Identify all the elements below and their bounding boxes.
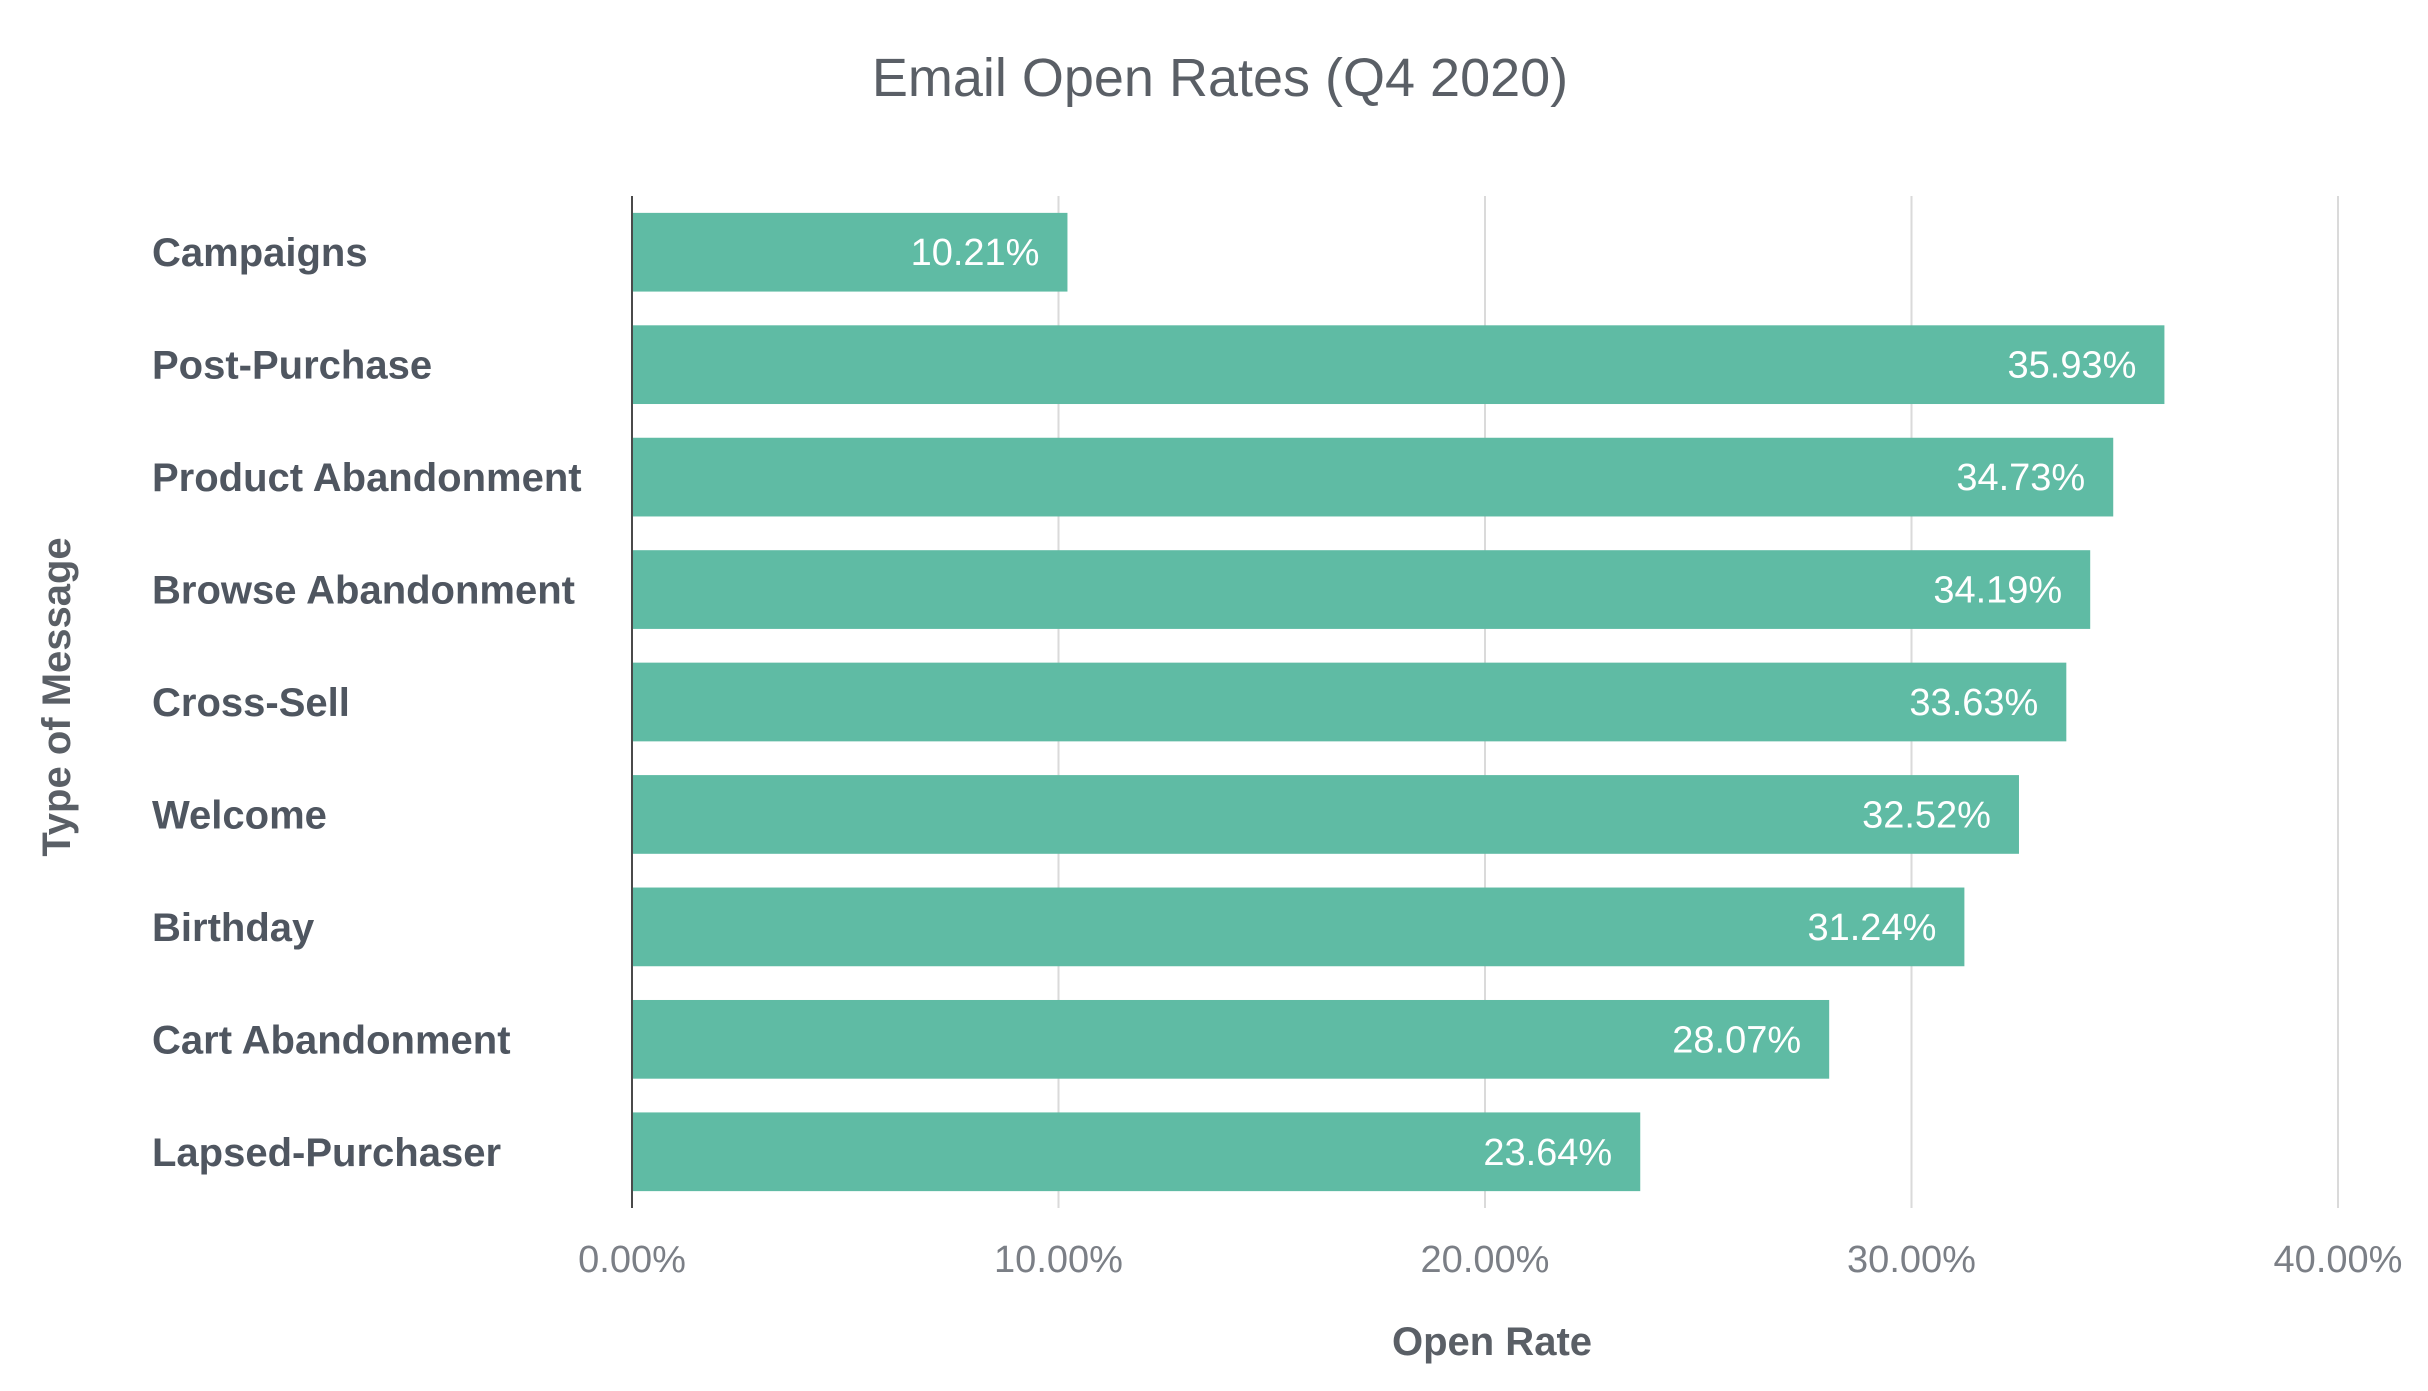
category-label: Product Abandonment bbox=[152, 456, 582, 500]
category-label: Campaigns bbox=[152, 231, 368, 275]
bar bbox=[632, 325, 2165, 405]
x-tick-label: 10.00% bbox=[994, 1239, 1123, 1281]
data-label: 10.21% bbox=[911, 232, 1040, 274]
data-label: 34.19% bbox=[1933, 570, 2062, 612]
category-label: Cross-Sell bbox=[152, 681, 350, 725]
y-axis-title: Type of Message bbox=[35, 537, 79, 856]
data-label: 23.64% bbox=[1483, 1132, 1612, 1174]
bar bbox=[632, 999, 1830, 1079]
category-label: Cart Abandonment bbox=[152, 1018, 511, 1062]
data-label: 32.52% bbox=[1862, 794, 1991, 836]
bars bbox=[632, 212, 2165, 1192]
x-tick-label: 0.00% bbox=[578, 1239, 686, 1281]
x-tick-labels: 0.00% 10.00% 20.00% 30.00% 40.00% bbox=[578, 1239, 2402, 1281]
category-label: Welcome bbox=[152, 793, 327, 837]
bar bbox=[632, 775, 2019, 854]
data-label: 31.24% bbox=[1807, 907, 1936, 949]
x-tick-label: 20.00% bbox=[1421, 1239, 1550, 1281]
data-label: 28.07% bbox=[1672, 1019, 1801, 1061]
x-axis-title: Open Rate bbox=[1392, 1320, 1592, 1364]
bar bbox=[632, 212, 1068, 292]
bar bbox=[632, 437, 2114, 517]
bar bbox=[632, 662, 2067, 742]
category-label: Post-Purchase bbox=[152, 344, 432, 388]
data-label: 35.93% bbox=[2008, 345, 2137, 387]
value-labels: 10.21% 35.93% 34.73% 34.19% 33.63% 32.52% 31.2… bbox=[911, 232, 2137, 1174]
bar bbox=[632, 1112, 1641, 1192]
chart-title: Email Open Rates (Q4 2020) bbox=[872, 48, 1568, 108]
category-label: Birthday bbox=[152, 906, 315, 950]
x-tick-label: 40.00% bbox=[2274, 1239, 2403, 1281]
bar bbox=[632, 550, 2091, 629]
category-labels: Campaigns Post-Purchase Product Abandonmen… bbox=[152, 231, 582, 1175]
data-label: 34.73% bbox=[1956, 457, 2085, 499]
category-label: Lapsed-Purchaser bbox=[152, 1131, 501, 1175]
x-tick-label: 30.00% bbox=[1847, 1239, 1976, 1281]
category-label: Browse Abandonment bbox=[152, 569, 575, 613]
bar bbox=[632, 887, 1965, 967]
data-label: 33.63% bbox=[1909, 682, 2038, 724]
